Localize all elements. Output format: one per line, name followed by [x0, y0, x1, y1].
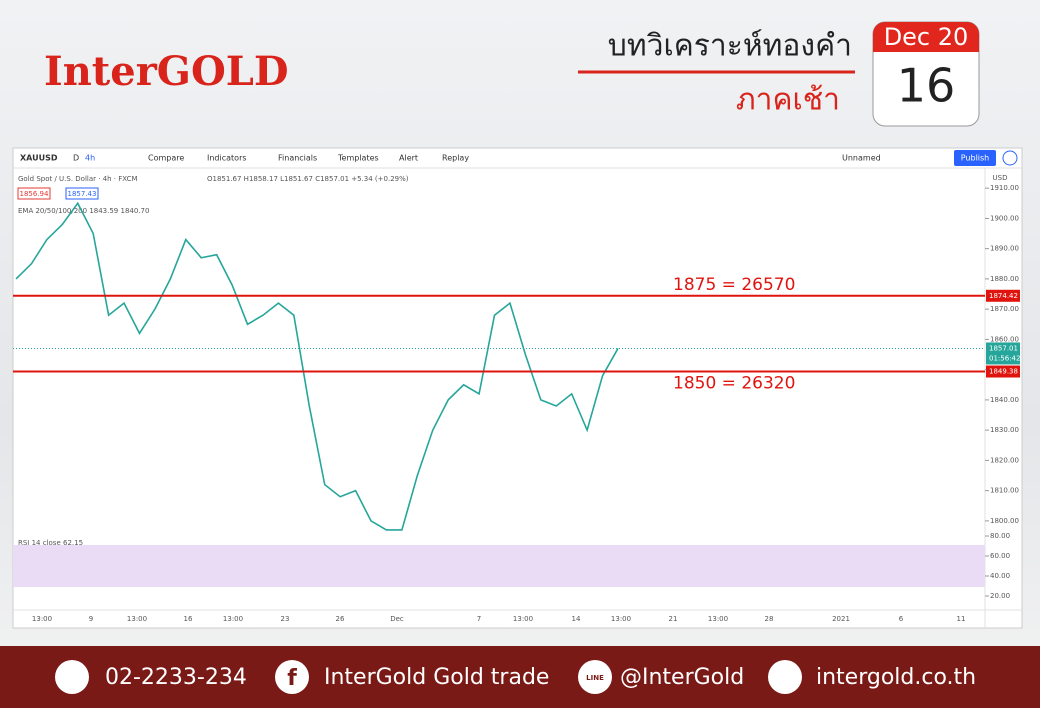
x-tick-label: 13:00 [127, 615, 147, 623]
toolbar-item[interactable]: Financials [278, 154, 317, 163]
ask: 1857.43 [68, 190, 97, 198]
rsi-band [13, 545, 985, 587]
layout-name[interactable]: Unnamed [842, 154, 881, 163]
y-tick-label: 1820.00 [990, 456, 1019, 464]
website: intergold.co.th [816, 665, 976, 690]
x-tick-label: 28 [765, 615, 774, 623]
bid-box [17, 187, 51, 200]
x-tick-label: 7 [477, 615, 481, 623]
phone: 02-2233-234 [105, 665, 247, 690]
line: @InterGold [620, 665, 744, 690]
toolbar-item[interactable]: Alert [399, 154, 418, 163]
currency: USD [993, 174, 1008, 182]
facebook: InterGold Gold trade [324, 665, 549, 690]
price-line [15, 201, 619, 531]
phone-icon [55, 660, 89, 694]
y-tick-label: 1840.00 [990, 396, 1019, 404]
y-tick-label: 1890.00 [990, 245, 1019, 253]
y-tick-label: 1810.00 [990, 487, 1019, 495]
facebook-icon [275, 660, 309, 694]
x-tick-label: 13:00 [223, 615, 243, 623]
calendar-day: 16 [897, 59, 956, 113]
level-tag [986, 289, 1020, 302]
x-tick-label: 13:00 [32, 615, 52, 623]
last-price-label: 1857.01 [989, 344, 1018, 352]
y-tick-label: 1800.00 [990, 517, 1019, 525]
rsi-tick-label: 40.00 [990, 572, 1010, 580]
rsi-tick-label: 20.00 [990, 592, 1010, 600]
level-text: 1850 = 26320 [673, 374, 795, 394]
web-icon [768, 660, 802, 694]
facebook-glyph: f [287, 666, 297, 691]
title: บทวิเคราะห์ทองคำ [608, 29, 852, 64]
legend-ema: EMA 20/50/100/200 1843.59 1840.70 [18, 207, 149, 215]
subtitle: ภาคเช้า [736, 83, 840, 118]
calendar-top [873, 22, 979, 52]
level-text: 1875 = 26570 [673, 275, 795, 295]
ask-box [65, 187, 99, 200]
rsi-tick-label: 80.00 [990, 532, 1010, 540]
x-tick-label: 13:00 [708, 615, 728, 623]
y-tick-label: 1900.00 [990, 214, 1019, 222]
x-tick-label: 16 [184, 615, 193, 623]
symbol[interactable]: XAUUSD [20, 154, 58, 163]
legend-name: Gold Spot / U.S. Dollar · 4h · FXCM [18, 175, 138, 183]
x-tick-label: 13:00 [513, 615, 533, 623]
x-tick-label: 13:00 [611, 615, 631, 623]
x-tick-label: 2021 [832, 615, 850, 623]
play-icon[interactable] [1002, 150, 1018, 166]
toolbar-item[interactable]: Templates [337, 154, 379, 163]
line-icon-text: LINE [586, 674, 604, 682]
legend-ohlc: O1851.67 H1858.17 L1851.67 C1857.01 +5.3… [207, 175, 409, 183]
x-tick-label: 6 [899, 615, 904, 623]
rsi-tick-label: 60.00 [990, 552, 1010, 560]
interval[interactable]: 4h [85, 154, 95, 163]
toolbar-item[interactable]: Replay [442, 154, 469, 163]
x-tick-label: Dec [390, 615, 404, 623]
x-tick-label: 26 [336, 615, 345, 623]
y-tick-label: 1870.00 [990, 305, 1019, 313]
rsi-label: RSI 14 close 62.15 [18, 539, 83, 547]
footer [0, 646, 1040, 708]
last-price-tag [986, 342, 1020, 365]
y-tick-label: 1880.00 [990, 275, 1019, 283]
level-tag-label: 1849.38 [989, 368, 1018, 376]
countdown: 01:56:42 [989, 354, 1020, 362]
brand: InterGOLD [44, 48, 289, 95]
interval-d[interactable]: D [73, 154, 79, 163]
level-tag [986, 365, 1020, 378]
bid: 1856.94 [20, 190, 49, 198]
publish-label[interactable]: Publish [961, 154, 990, 163]
x-tick-label: 11 [957, 615, 966, 623]
y-tick-label: 1910.00 [990, 184, 1019, 192]
publish-button[interactable] [954, 150, 996, 166]
level-tag-label: 1874.42 [989, 292, 1018, 300]
toolbar-item[interactable]: Compare [148, 154, 184, 163]
x-tick-label: 14 [572, 615, 581, 623]
line-icon [578, 660, 612, 694]
toolbar-item[interactable]: Indicators [207, 154, 247, 163]
y-tick-label: 1830.00 [990, 426, 1019, 434]
x-tick-label: 23 [281, 615, 290, 623]
x-tick-label: 21 [669, 615, 678, 623]
calendar-month: Dec 20 [884, 23, 969, 51]
y-tick-label: 1860.00 [990, 335, 1019, 343]
x-tick-label: 9 [89, 615, 93, 623]
